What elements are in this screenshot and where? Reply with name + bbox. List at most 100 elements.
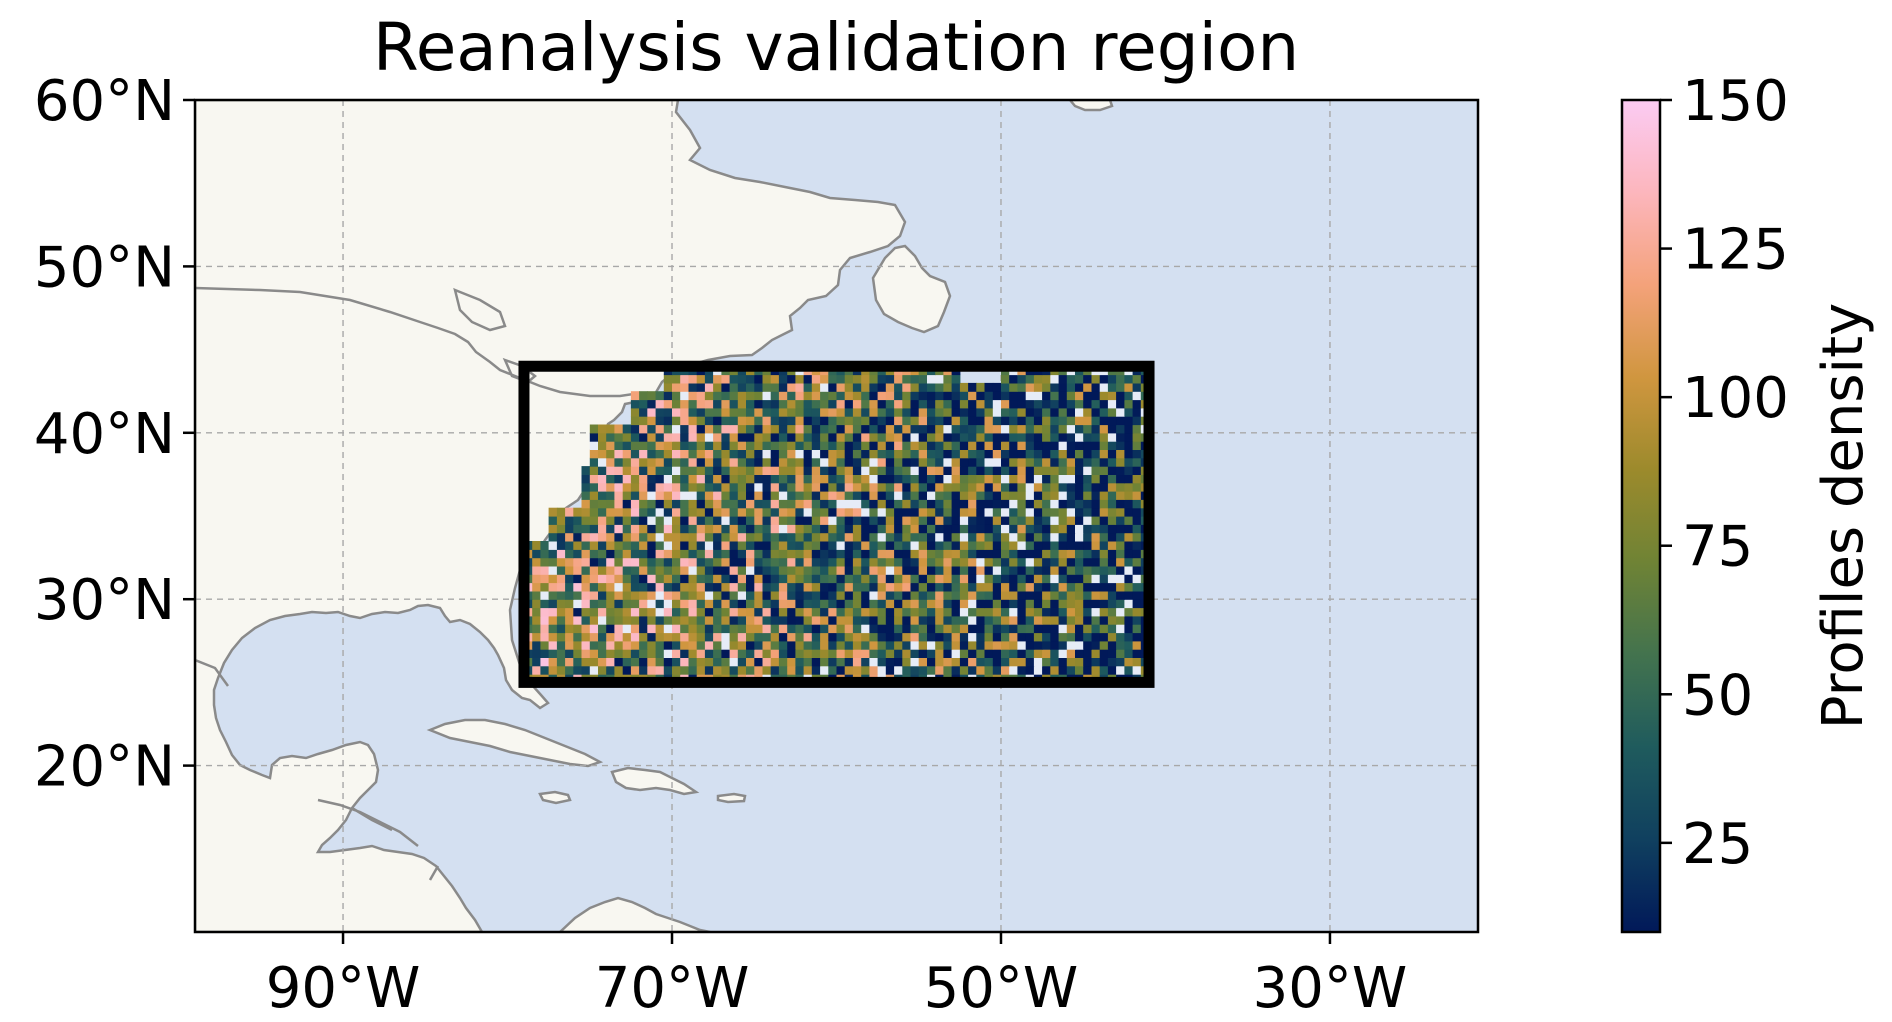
density-cell [704,399,714,409]
density-cell [696,391,706,401]
density-cell [1083,391,1092,401]
density-cell [737,565,747,575]
density-cell [861,524,870,534]
density-cell [713,441,722,450]
density-cell [844,549,854,559]
density-cell [630,590,640,600]
density-cell [877,590,887,600]
density-cell [1091,565,1101,575]
density-cell [1099,391,1109,401]
density-cell [803,615,813,625]
density-cell [1058,416,1068,426]
density-cell [1033,457,1043,467]
density-cell [984,424,994,434]
density-cell [639,507,648,517]
density-cell [795,549,805,559]
density-cell [976,457,986,467]
density-cell [943,424,953,434]
density-cell [1033,399,1043,409]
density-cell [877,607,887,617]
density-cell [548,615,558,625]
density-cell [729,624,739,634]
density-cell [836,640,846,650]
density-cell [589,640,599,650]
density-cell [828,441,838,450]
density-cell [704,590,714,600]
density-cell [598,449,607,459]
density-cell [655,665,665,675]
density-cell [1033,532,1043,542]
density-cell [1009,507,1018,517]
density-cell [935,665,944,675]
density-cell [663,374,673,384]
density-cell [573,590,583,600]
density-cell [877,582,887,592]
density-cell [894,549,903,559]
density-cell [1017,532,1027,542]
density-cell [737,582,747,592]
density-cell [639,541,648,550]
density-cell [836,541,846,550]
density-cell [935,474,944,484]
density-cell [935,557,944,567]
density-cell [1009,457,1018,467]
density-cell [894,565,903,575]
density-cell [894,599,903,609]
density-cell [581,590,591,600]
density-cell [770,441,780,450]
density-cell [811,599,821,609]
density-cell [927,532,936,542]
density-cell [672,657,681,667]
density-cell [622,649,632,658]
density-cell [762,590,772,600]
density-cell [935,516,944,525]
density-cell [885,615,895,625]
density-cell [1124,541,1134,550]
density-cell [894,507,903,517]
density-cell [795,582,805,592]
density-cell [984,524,994,534]
density-cell [589,599,599,609]
density-cell [581,524,591,534]
density-cell [1017,399,1027,409]
density-cell [556,532,566,542]
density-cell [984,407,994,417]
density-cell [754,640,764,650]
density-cell [663,424,673,434]
density-cell [1099,432,1109,442]
density-cell [688,607,698,617]
density-cell [1042,624,1051,634]
density-cell [976,657,986,667]
density-cell [795,657,805,667]
density-cell [581,582,591,592]
density-cell [992,582,1002,592]
density-cell [992,557,1002,567]
density-cell [770,524,780,534]
density-cell [927,507,936,517]
density-cell [729,499,739,509]
density-cell [770,599,780,609]
density-cell [696,516,706,525]
density-cell [1009,491,1018,500]
density-cell [704,599,714,609]
density-cell [992,615,1002,625]
density-cell [565,565,574,575]
density-cell [639,574,648,584]
density-cell [1001,524,1010,534]
density-cell [852,632,862,642]
density-cell [836,407,846,417]
density-cell [762,399,772,409]
density-cell [910,582,920,592]
density-cell [754,391,764,401]
density-cell [589,574,599,584]
density-cell [959,632,969,642]
density-cell [902,599,912,609]
density-cell [778,565,788,575]
density-cell [935,599,944,609]
density-cell [885,574,895,584]
us-mexico-border [195,658,230,687]
density-cell [688,507,698,517]
density-cell [672,382,681,392]
density-cell [532,624,541,634]
density-cell [639,524,648,534]
